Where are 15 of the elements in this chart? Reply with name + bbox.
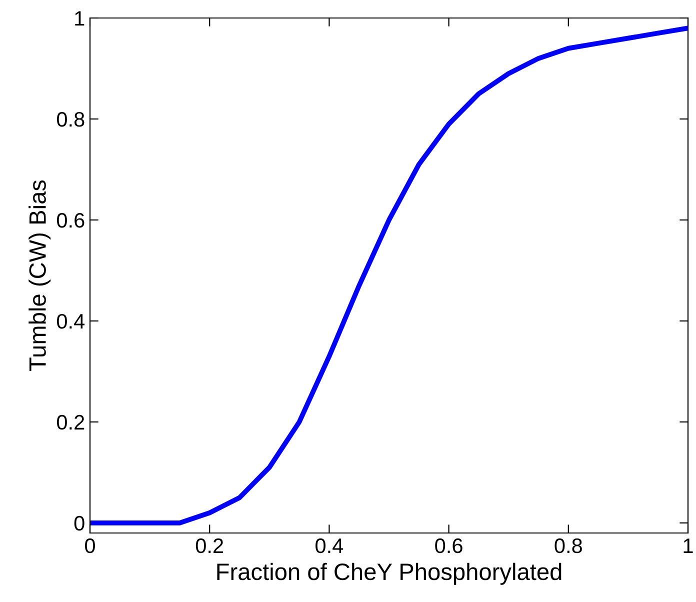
y-tick-label: 0.6: [56, 212, 84, 228]
line-series: [90, 26, 688, 526]
x-tick-label: 1: [684, 538, 693, 553]
y-axis-title: Tumble (CW) Bias: [28, 180, 51, 371]
x-axis-title: Fraction of CheY Phosphorylated: [217, 562, 562, 585]
y-tick-label: 0.2: [56, 414, 84, 430]
x-tick-label: 0.6: [435, 538, 462, 554]
x-tick-label: 0.4: [316, 538, 344, 554]
y-tick-label: 1: [75, 11, 84, 26]
x-tick-label: 0.2: [196, 538, 224, 554]
y-tick-label: 0.4: [56, 314, 85, 329]
y-tick-label: 0: [74, 516, 84, 531]
y-tick-label: 0.8: [56, 112, 84, 127]
x-tick-label: 0: [85, 538, 95, 554]
x-tick-label: 0.8: [554, 538, 582, 554]
